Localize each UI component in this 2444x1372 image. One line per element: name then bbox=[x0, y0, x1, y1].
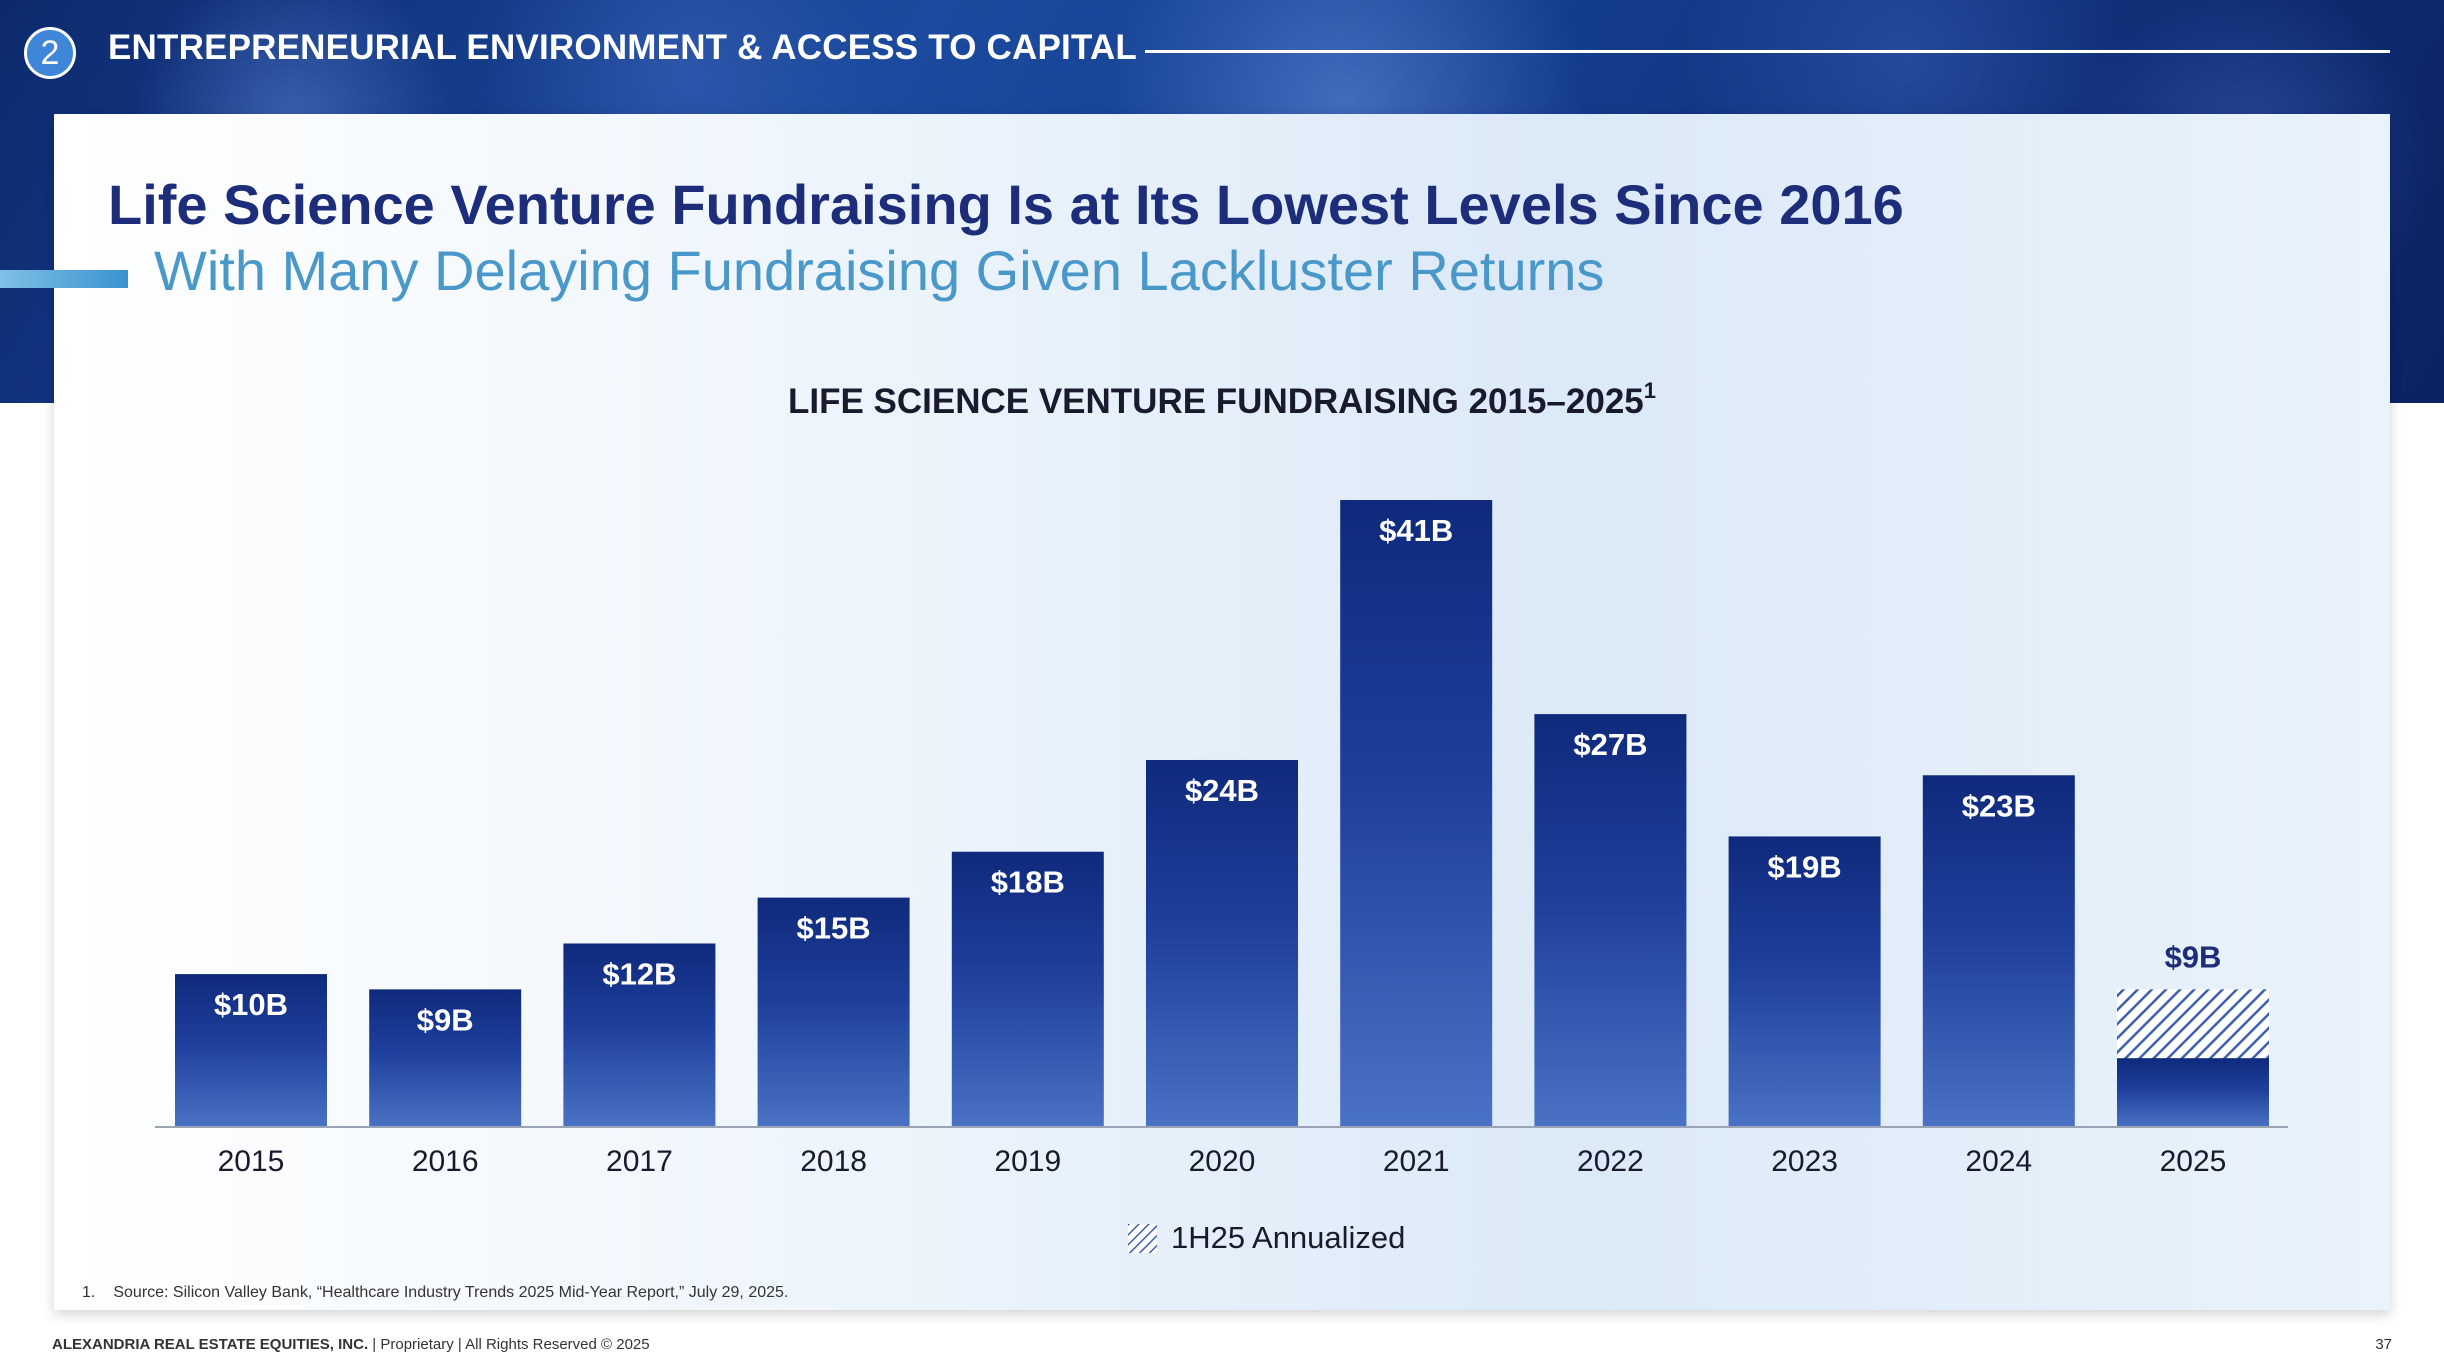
x-tick-2020: 2020 bbox=[1189, 1145, 1256, 1178]
bar-2023 bbox=[1728, 836, 1881, 1127]
subtitle-accent-bar bbox=[0, 270, 128, 288]
bar-label-2019: $18B bbox=[991, 865, 1065, 900]
bar-2022 bbox=[1534, 714, 1687, 1127]
x-tick-2017: 2017 bbox=[606, 1145, 673, 1178]
section-title-rule bbox=[1145, 50, 2390, 53]
chart-title-text: LIFE SCIENCE VENTURE FUNDRAISING 2015–20… bbox=[787, 382, 1644, 421]
bar-2024 bbox=[1922, 775, 2075, 1127]
slide-subtitle: With Many Delaying Fundraising Given Lac… bbox=[154, 239, 1605, 302]
x-tick-2021: 2021 bbox=[1383, 1145, 1450, 1178]
chart-title: LIFE SCIENCE VENTURE FUNDRAISING 2015–20… bbox=[0, 378, 2444, 422]
x-tick-2018: 2018 bbox=[800, 1145, 867, 1178]
x-tick-2025: 2025 bbox=[2160, 1145, 2227, 1178]
footnote-text: Source: Silicon Valley Bank, “Healthcare… bbox=[113, 1284, 789, 1301]
chart-legend: 1H25 Annualized bbox=[1128, 1220, 1405, 1256]
section-number-badge: 2 bbox=[24, 27, 76, 79]
slide-title: Life Science Venture Fundraising Is at I… bbox=[108, 173, 1904, 236]
bar-label-2023: $19B bbox=[1768, 849, 1842, 884]
bar-label-2017: $12B bbox=[602, 956, 676, 991]
x-tick-2024: 2024 bbox=[1965, 1145, 2032, 1178]
x-tick-2023: 2023 bbox=[1771, 1145, 1838, 1178]
bar-label-2018: $15B bbox=[797, 911, 871, 946]
footer-rights: | Proprietary | All Rights Reserved © 20… bbox=[368, 1336, 650, 1353]
bar-2020 bbox=[1146, 759, 1298, 1127]
bar-2016 bbox=[369, 989, 522, 1127]
chart-title-footnote-mark: 1 bbox=[1643, 378, 1657, 403]
bar-2021 bbox=[1340, 500, 1493, 1127]
source-footnote: 1. Source: Silicon Valley Bank, “Healthca… bbox=[82, 1284, 788, 1302]
bar-label-2022: $27B bbox=[1573, 727, 1647, 762]
bar-label-2024: $23B bbox=[1962, 788, 2036, 823]
bar-label-2025: $9B bbox=[2165, 939, 2222, 974]
bar-2015 bbox=[175, 974, 327, 1127]
bar-2017 bbox=[563, 943, 716, 1127]
section-title: ENTREPRENEURIAL ENVIRONMENT & ACCESS TO … bbox=[108, 28, 1138, 67]
footnote-number: 1. bbox=[82, 1284, 96, 1301]
x-tick-2016: 2016 bbox=[412, 1145, 479, 1178]
legend-label: 1H25 Annualized bbox=[1171, 1220, 1406, 1255]
footer-company: ALEXANDRIA REAL ESTATE EQUITIES, INC. bbox=[52, 1336, 369, 1353]
bar-2019 bbox=[951, 851, 1104, 1127]
bar-2018 bbox=[757, 897, 910, 1127]
bar-label-2016: $9B bbox=[417, 1002, 474, 1037]
bar-label-2015: $10B bbox=[214, 987, 288, 1022]
x-tick-2019: 2019 bbox=[994, 1145, 1061, 1178]
x-tick-2022: 2022 bbox=[1577, 1145, 1644, 1178]
page-number: 37 bbox=[2375, 1336, 2392, 1353]
x-tick-2015: 2015 bbox=[218, 1145, 285, 1178]
bar-label-2021: $41B bbox=[1379, 513, 1453, 548]
footer-copyright: ALEXANDRIA REAL ESTATE EQUITIES, INC. | … bbox=[52, 1336, 650, 1353]
bar-2025-actual bbox=[2117, 1058, 2269, 1127]
hatch-swatch-icon bbox=[1128, 1223, 1157, 1253]
bar-label-2020: $24B bbox=[1185, 773, 1259, 808]
